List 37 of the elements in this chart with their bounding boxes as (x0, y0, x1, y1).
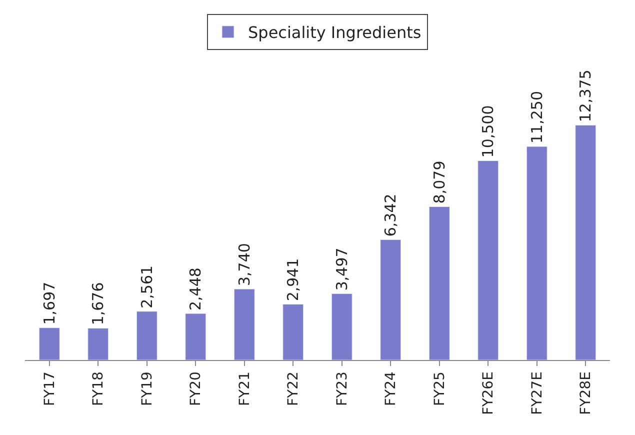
data-label: 8,079 (430, 160, 448, 204)
x-tick-label: FY26E (480, 372, 497, 415)
bar (526, 146, 548, 360)
bar (478, 160, 499, 360)
x-tick-label: FY28E (578, 372, 594, 415)
bar (234, 288, 255, 360)
bar (282, 304, 304, 360)
bar (88, 328, 109, 360)
legend-label: Speciality Ingredients (248, 23, 422, 42)
x-tick-label: FY27E (529, 372, 546, 415)
x-tick-label: FY17 (42, 372, 58, 406)
data-label: 12,375 (576, 70, 595, 122)
data-label: 3,740 (235, 243, 254, 286)
bar (380, 239, 402, 360)
x-tick-label: FY22 (286, 372, 302, 406)
data-label: 10,500 (479, 105, 498, 158)
data-label: 11,250 (528, 91, 546, 144)
bar (331, 293, 352, 360)
data-label: 1,697 (40, 282, 58, 325)
bar (136, 311, 158, 360)
data-label: 2,561 (138, 265, 156, 308)
bar (428, 206, 450, 360)
data-label: 6,342 (382, 194, 400, 237)
bar (575, 124, 596, 360)
x-tick-label: FY21 (236, 372, 253, 406)
data-label: 3,497 (332, 248, 351, 291)
x-tick-label: FY20 (188, 372, 204, 406)
x-tick-label: FY19 (139, 372, 156, 406)
x-tick-label: FY18 (90, 372, 107, 406)
x-tick-label: FY24 (383, 372, 400, 406)
data-label: 2,941 (284, 258, 302, 302)
bar (38, 328, 60, 360)
x-tick-label: FY25 (432, 372, 448, 406)
data-label: 1,676 (89, 282, 108, 326)
x-tick-label: FY23 (334, 372, 350, 406)
bar (185, 313, 206, 360)
data-label: 2,448 (186, 268, 205, 311)
